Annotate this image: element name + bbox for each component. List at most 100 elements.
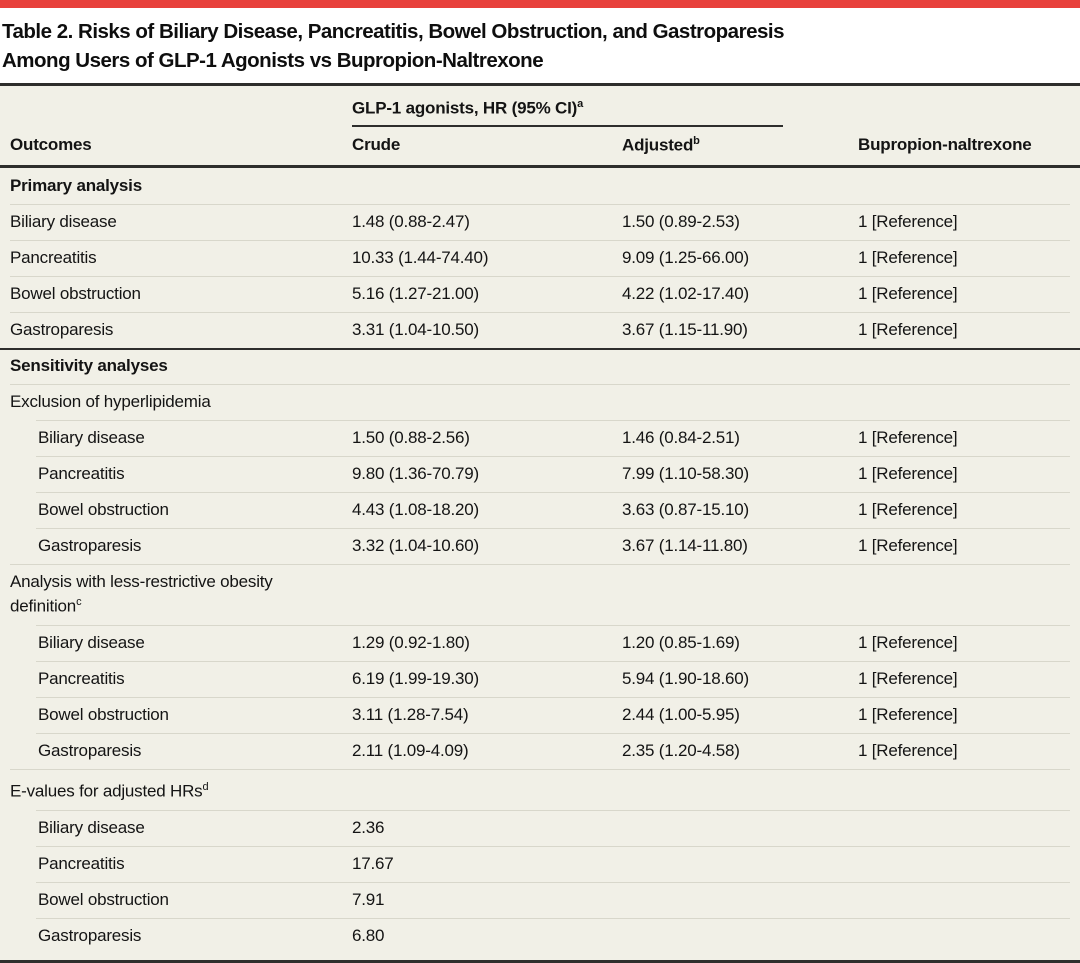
comparator-value: 1 [Reference]	[858, 740, 958, 760]
table-row: Pancreatitis 9.80 (1.36-70.79) 7.99 (1.1…	[0, 456, 1080, 492]
footnote-marker: d	[202, 780, 209, 793]
outcome-label: Pancreatitis	[38, 464, 125, 484]
table-2: GLP-1 agonists, HR (95% CI)a Outcomes Cr…	[0, 83, 1080, 963]
adjusted-hr-value: 1.20 (0.85-1.69)	[622, 632, 740, 652]
comparator-value: 1 [Reference]	[858, 464, 958, 484]
table-row: Bowel obstruction 4.43 (1.08-18.20) 3.63…	[0, 492, 1080, 528]
crude-hr-value: 1.50 (0.88-2.56)	[352, 428, 470, 448]
comparator-value	[858, 856, 1070, 872]
crude-hr-value: 17.67	[352, 853, 394, 873]
crude-hr-value: 1.29 (0.92-1.80)	[352, 632, 470, 652]
comparator-value: 1 [Reference]	[858, 212, 958, 232]
subgroup-header-row: Exclusion of hyperlipidemia	[0, 384, 1080, 420]
table-title-line2: Among Users of GLP-1 Agonists vs Bupropi…	[2, 49, 544, 72]
table-row: Biliary disease 1.48 (0.88-2.47) 1.50 (0…	[0, 204, 1080, 240]
outcome-label: Pancreatitis	[38, 668, 125, 688]
outcome-label: Bowel obstruction	[38, 889, 169, 909]
adjusted-hr-value: 2.44 (1.00-5.95)	[622, 704, 740, 724]
footnote-b-marker: b	[693, 134, 700, 147]
table-row: Gastroparesis 2.11 (1.09-4.09) 2.35 (1.2…	[0, 732, 1080, 769]
crude-hr-value: 1.48 (0.88-2.47)	[352, 212, 470, 232]
crude-hr-value: 2.11 (1.09-4.09)	[352, 740, 469, 760]
section-header-row: Sensitivity analyses	[0, 348, 1080, 384]
subgroup-header-row: E-values for adjusted HRsd	[0, 768, 1080, 810]
table-row: Pancreatitis 10.33 (1.44-74.40) 9.09 (1.…	[0, 240, 1080, 276]
crude-hr-value: 7.91	[352, 889, 385, 909]
comparator-value: 1 [Reference]	[858, 704, 958, 724]
table-row: Biliary disease 1.50 (0.88-2.56) 1.46 (0…	[0, 420, 1080, 456]
comparator-value	[858, 892, 1070, 908]
crude-hr-value: 9.80 (1.36-70.79)	[352, 464, 480, 484]
comparator-value: 1 [Reference]	[858, 536, 958, 556]
adjusted-hr-value: 3.63 (0.87-15.10)	[622, 500, 750, 520]
footnote-a-marker: a	[577, 98, 584, 110]
column-header-comparator: Bupropion-naltrexone	[858, 135, 1032, 155]
outcome-label: Gastroparesis	[10, 320, 114, 340]
adjusted-hr-value	[622, 820, 858, 836]
footnote-marker: c	[76, 596, 82, 609]
adjusted-hr-value: 5.94 (1.90-18.60)	[622, 668, 750, 688]
comparator-value: 1 [Reference]	[858, 668, 958, 688]
adjusted-hr-value: 2.35 (1.20-4.58)	[622, 740, 740, 760]
crude-hr-value: 6.80	[352, 925, 385, 945]
header-divider	[0, 165, 1080, 169]
subgroup-label: E-values for adjusted HRsd	[10, 780, 209, 801]
adjusted-hr-value: 3.67 (1.15-11.90)	[622, 320, 748, 340]
table-title-line1: Table 2. Risks of Biliary Disease, Pancr…	[2, 20, 784, 43]
comparator-value	[858, 928, 1070, 944]
comparator-value: 1 [Reference]	[858, 500, 958, 520]
table-body: Primary analysis Biliary disease 1.48 (0…	[0, 168, 1080, 953]
outcome-label: Bowel obstruction	[38, 500, 169, 520]
outcome-label: Bowel obstruction	[38, 704, 169, 724]
comparator-value: 1 [Reference]	[858, 248, 958, 268]
table-row: Biliary disease 2.36	[0, 809, 1080, 846]
crude-hr-value: 6.19 (1.99-19.30)	[352, 668, 480, 688]
table-row: Pancreatitis 17.67	[0, 845, 1080, 882]
section-label: Primary analysis	[10, 176, 142, 196]
adjusted-hr-value: 3.67 (1.14-11.80)	[622, 536, 748, 556]
adjusted-hr-value	[622, 928, 858, 944]
comparator-value: 1 [Reference]	[858, 320, 958, 340]
accent-bar	[0, 0, 1080, 8]
section-header-row: Primary analysis	[0, 168, 1080, 204]
outcome-label: Bowel obstruction	[10, 284, 141, 304]
table-header: GLP-1 agonists, HR (95% CI)a Outcomes Cr…	[0, 86, 1080, 169]
outcome-label: Biliary disease	[38, 428, 145, 448]
adjusted-hr-value: 7.99 (1.10-58.30)	[622, 464, 750, 484]
table-row: Pancreatitis 6.19 (1.99-19.30) 5.94 (1.9…	[0, 660, 1080, 697]
crude-hr-value: 2.36	[352, 817, 385, 837]
outcome-label: Biliary disease	[10, 212, 117, 232]
column-header-crude: Crude	[352, 135, 401, 155]
adjusted-hr-value: 1.46 (0.84-2.51)	[622, 428, 740, 448]
crude-hr-value: 5.16 (1.27-21.00)	[352, 284, 480, 304]
outcome-label: Biliary disease	[38, 632, 145, 652]
comparator-value: 1 [Reference]	[858, 632, 958, 652]
table-title: Table 2. Risks of Biliary Disease, Pancr…	[2, 17, 1068, 75]
column-header-outcomes: Outcomes	[10, 135, 92, 155]
comparator-value: 1 [Reference]	[858, 284, 958, 304]
crude-hr-value: 3.11 (1.28-7.54)	[352, 704, 469, 724]
comparator-value: 1 [Reference]	[858, 428, 958, 448]
subgroup-label: Exclusion of hyperlipidemia	[10, 392, 211, 412]
subgroup-header-row: Analysis with less-restrictive obesity d…	[0, 564, 1080, 625]
table-row: Gastroparesis 3.31 (1.04-10.50) 3.67 (1.…	[0, 312, 1080, 348]
column-header-adjusted: Adjustedb	[622, 134, 700, 155]
subgroup-label: Analysis with less-restrictive obesity d…	[10, 572, 273, 616]
outcome-label: Pancreatitis	[10, 248, 97, 268]
crude-hr-value: 10.33 (1.44-74.40)	[352, 248, 489, 268]
table-row: Biliary disease 1.29 (0.92-1.80) 1.20 (0…	[0, 624, 1080, 661]
outcome-label: Pancreatitis	[38, 853, 125, 873]
table-row: Bowel obstruction 5.16 (1.27-21.00) 4.22…	[0, 276, 1080, 312]
crude-hr-value: 3.32 (1.04-10.60)	[352, 536, 480, 556]
adjusted-hr-value: 9.09 (1.25-66.00)	[622, 248, 750, 268]
spanner-label: GLP-1 agonists, HR (95% CI)a	[352, 96, 783, 127]
crude-hr-value: 4.43 (1.08-18.20)	[352, 500, 480, 520]
adjusted-hr-value	[622, 856, 858, 872]
table-row: Bowel obstruction 7.91	[0, 881, 1080, 918]
outcome-label: Biliary disease	[38, 817, 145, 837]
spanner-cell: GLP-1 agonists, HR (95% CI)a	[352, 96, 858, 127]
comparator-value	[858, 820, 1070, 836]
outcome-label: Gastroparesis	[38, 536, 142, 556]
section-label: Sensitivity analyses	[10, 356, 168, 376]
adjusted-hr-value	[622, 892, 858, 908]
